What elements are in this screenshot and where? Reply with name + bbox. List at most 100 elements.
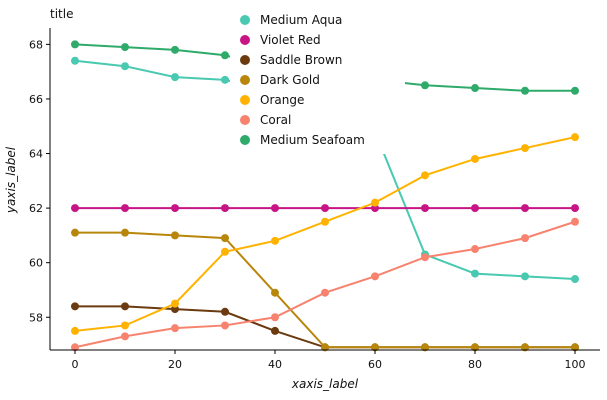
data-point	[521, 86, 529, 95]
data-point	[171, 204, 179, 213]
data-point	[271, 204, 279, 213]
chart-title: title	[50, 7, 73, 21]
y-tick-label: 66	[29, 93, 43, 106]
legend-label: Medium Aqua	[260, 13, 342, 27]
data-point	[521, 343, 529, 352]
data-point	[71, 204, 79, 213]
x-tick-label: 80	[468, 358, 482, 371]
data-point	[71, 40, 79, 49]
legend-item: Dark Gold	[240, 73, 320, 87]
data-point	[71, 228, 79, 237]
legend-item: Violet Red	[240, 33, 321, 47]
y-tick-label: 62	[29, 202, 43, 215]
series-medium-seafoam	[71, 40, 579, 95]
legend-label: Coral	[260, 113, 291, 127]
data-point	[171, 324, 179, 333]
data-point	[271, 326, 279, 335]
data-point	[71, 56, 79, 65]
y-tick-label: 60	[29, 257, 43, 270]
data-point	[171, 45, 179, 54]
data-point	[121, 302, 129, 311]
series-coral	[71, 217, 579, 352]
legend-marker	[240, 95, 250, 105]
legend-marker	[240, 135, 250, 145]
legend-label: Medium Seafoam	[260, 133, 365, 147]
legend-background	[230, 6, 405, 154]
data-point	[421, 171, 429, 180]
data-point	[521, 204, 529, 213]
data-point	[171, 231, 179, 240]
data-point	[471, 245, 479, 254]
data-point	[171, 73, 179, 82]
y-tick-label: 68	[29, 38, 43, 51]
data-point	[221, 321, 229, 330]
data-point	[221, 247, 229, 256]
data-point	[121, 228, 129, 237]
data-point	[71, 326, 79, 335]
y-tick-label: 64	[29, 148, 43, 161]
data-point	[371, 343, 379, 352]
data-point	[521, 272, 529, 281]
x-tick-label: 20	[168, 358, 182, 371]
legend-item: Orange	[240, 93, 304, 107]
data-point	[71, 302, 79, 311]
legend-marker	[240, 115, 250, 125]
data-point	[571, 343, 579, 352]
data-point	[321, 217, 329, 226]
data-point	[321, 343, 329, 352]
legend-item: Coral	[240, 113, 291, 127]
data-point	[571, 133, 579, 142]
data-point	[121, 43, 129, 52]
legend-marker	[240, 55, 250, 65]
data-point	[221, 75, 229, 84]
legend-marker	[240, 75, 250, 85]
data-point	[421, 204, 429, 213]
series-violet-red	[71, 204, 579, 213]
data-point	[571, 86, 579, 95]
data-point	[121, 321, 129, 330]
x-tick-label: 0	[72, 358, 79, 371]
data-point	[221, 51, 229, 60]
legend-item: Medium Seafoam	[240, 133, 365, 147]
series-line	[75, 305, 575, 349]
data-point	[221, 204, 229, 213]
data-point	[471, 204, 479, 213]
series-line	[74, 220, 576, 349]
data-point	[421, 343, 429, 352]
legend-label: Orange	[260, 93, 304, 107]
data-point	[321, 288, 329, 297]
x-tick-label: 100	[565, 358, 586, 371]
data-point	[121, 332, 129, 341]
data-point	[471, 343, 479, 352]
legend-item: Medium Aqua	[240, 13, 342, 27]
data-point	[221, 234, 229, 243]
legend-item: Saddle Brown	[240, 53, 342, 67]
data-point	[471, 154, 479, 163]
data-point	[271, 313, 279, 322]
data-point	[321, 204, 329, 213]
data-point	[571, 275, 579, 284]
data-point	[121, 204, 129, 213]
legend-marker	[240, 35, 250, 45]
x-axis-label: xaxis_label	[291, 377, 359, 391]
legend-marker	[240, 15, 250, 25]
x-tick-label: 40	[268, 358, 282, 371]
data-point	[471, 84, 479, 93]
y-ticks: 58 60 62 64 66 68	[29, 38, 50, 324]
y-tick-label: 58	[29, 311, 43, 324]
data-point	[221, 307, 229, 316]
data-point	[571, 204, 579, 213]
legend-label: Saddle Brown	[260, 53, 342, 67]
data-point	[171, 299, 179, 308]
data-point	[371, 272, 379, 281]
x-ticks: 0 20 40 60 80 100	[72, 350, 586, 371]
data-point	[121, 62, 129, 71]
data-point	[521, 144, 529, 153]
data-point	[421, 253, 429, 262]
data-point	[71, 343, 79, 352]
data-point	[271, 236, 279, 245]
data-point	[271, 288, 279, 297]
x-tick-label: 60	[368, 358, 382, 371]
data-point	[521, 234, 529, 243]
